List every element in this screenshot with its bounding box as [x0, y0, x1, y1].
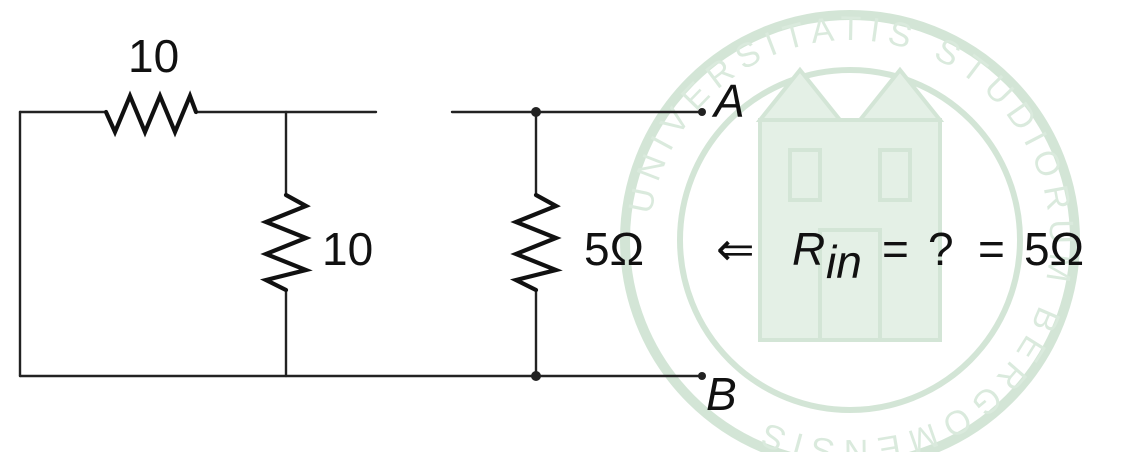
equation-result: 5Ω	[1024, 223, 1084, 275]
terminal-a-dot	[698, 108, 706, 116]
seal-watermark: UNIVERSITATIS STUDIORUM BERGOMENSIS	[620, 10, 1080, 452]
middle-resistor-symbol	[259, 192, 313, 293]
equation-equals-2: =	[978, 223, 1005, 275]
terminal-b-label: B	[706, 368, 737, 420]
terminal-b-dot	[698, 372, 706, 380]
seal-building	[755, 66, 945, 342]
wires	[18, 110, 704, 378]
right-resistor-symbol	[509, 192, 563, 293]
seal-outer-ring	[620, 10, 1080, 452]
equation-r-subscript: in	[826, 236, 862, 288]
equation-r-symbol: R	[792, 223, 825, 275]
top-resistor-symbol	[103, 90, 199, 138]
equation-unknown: ?	[928, 223, 954, 275]
seal-inner-ring	[677, 67, 1023, 413]
junction-node-top	[531, 107, 541, 117]
middle-resistor-label: 10	[322, 223, 373, 275]
junction-node-bottom	[531, 371, 541, 381]
terminal-a-label: A	[711, 75, 745, 127]
top-resistor-label: 10	[128, 30, 179, 82]
input-resistance-equation: ⇐ R in = ? = 5Ω	[716, 223, 1084, 288]
right-resistor-label: 5Ω	[584, 223, 644, 275]
equation-equals-1: =	[882, 223, 909, 275]
equation-arrow: ⇐	[716, 223, 755, 275]
